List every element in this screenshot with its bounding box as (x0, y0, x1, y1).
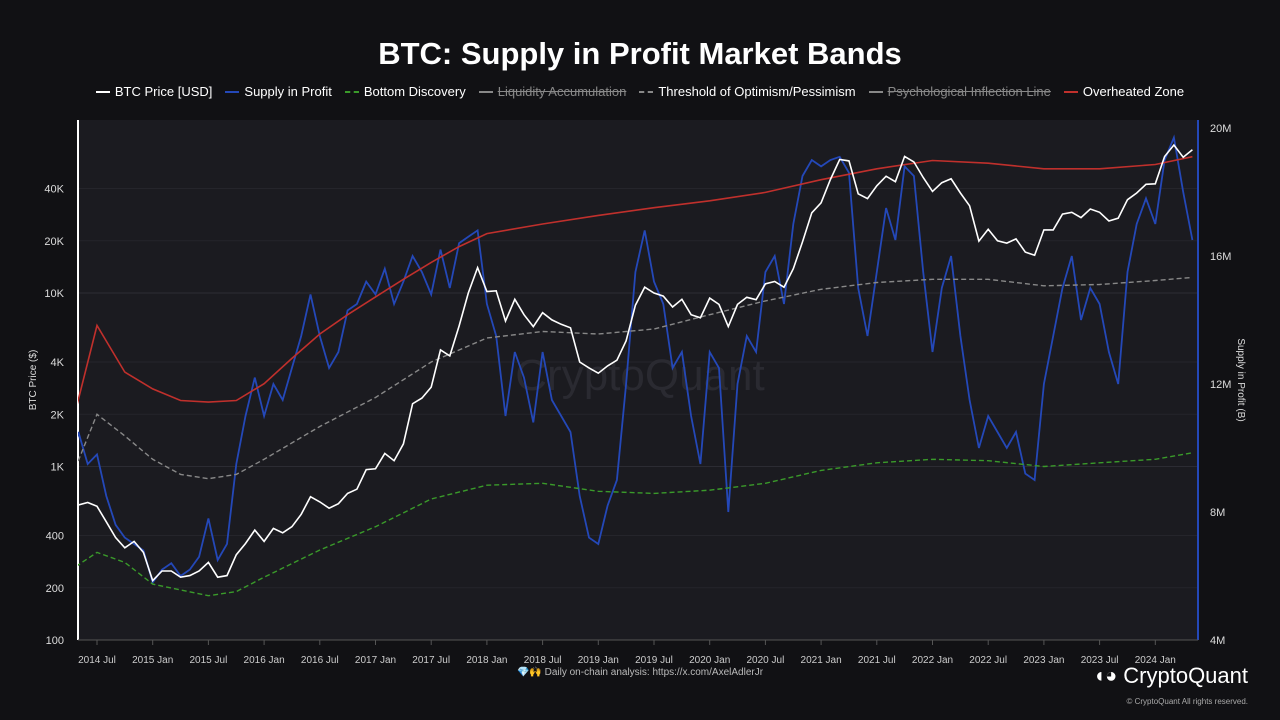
y-tick-label: 10K (44, 288, 64, 300)
legend-swatch (344, 91, 359, 93)
y-tick-label: 1K (51, 462, 65, 474)
legend-swatch (95, 91, 110, 93)
overheated-zone-line (78, 155, 1193, 405)
x-tick-label: 2016 Jul (301, 655, 339, 666)
y-tick-label: 40K (44, 184, 64, 196)
brand-logo: ◖◕ CryptoQuant (1093, 664, 1248, 688)
y2-axis-label: Supply in Profit (B) (1235, 338, 1246, 421)
legend-label: Supply in Profit (244, 84, 332, 99)
x-tick-label: 2017 Jul (412, 655, 450, 666)
legend-item[interactable]: BTC Price [USD] (95, 84, 213, 100)
brand-name: CryptoQuant (1123, 663, 1248, 688)
y-tick-label: 4K (51, 357, 65, 369)
y-tick-label: 400 (46, 531, 64, 543)
legend-label: Threshold of Optimism/Pessimism (658, 84, 856, 99)
legend-label: Liquidity Accumulation (497, 84, 627, 99)
legend-label: Overheated Zone (1082, 84, 1185, 99)
copyright: © CryptoQuant All rights reserved. (1126, 697, 1249, 706)
x-tick-label: 2024 Jan (1135, 655, 1176, 666)
cryptoquant-logo-icon: ◖◕ (1093, 665, 1118, 687)
x-tick-label: 2021 Jul (858, 655, 896, 666)
legend-label: BTC Price [USD] (114, 84, 213, 99)
x-tick-label: 2018 Jul (524, 655, 562, 666)
y-tick-label: 200 (46, 583, 64, 595)
x-tick-label: 2014 Jul (78, 655, 116, 666)
x-tick-label: 2022 Jan (912, 655, 953, 666)
x-tick-label: 2022 Jul (969, 655, 1007, 666)
y-tick-label: 2K (51, 409, 65, 421)
watermark: CryptoQuant (515, 351, 764, 400)
x-tick-label: 2019 Jul (635, 655, 673, 666)
legend-swatch (868, 91, 883, 93)
bottom-discovery-line (78, 452, 1193, 597)
y2-tick-label: 20M (1210, 123, 1231, 135)
legend-item[interactable]: Supply in Profit (225, 84, 332, 100)
series-group (78, 134, 1194, 597)
y-tick-label: 100 (46, 635, 64, 647)
legend-item[interactable]: Threshold of Optimism/Pessimism (639, 84, 856, 100)
btc-price-line (78, 143, 1193, 583)
chart-title: BTC: Supply in Profit Market Bands (378, 36, 902, 71)
x-tick-label: 2019 Jan (578, 655, 619, 666)
supply-in-profit-line (78, 134, 1194, 585)
legend-label: Psychological Inflection Line (887, 84, 1051, 99)
y2-tick-label: 16M (1210, 251, 1231, 263)
y-tick-label: 20K (44, 236, 64, 248)
legend-item[interactable]: Overheated Zone (1063, 84, 1185, 100)
x-tick-label: 2020 Jan (689, 655, 730, 666)
legend-swatch (478, 91, 493, 93)
legend-item[interactable]: Psychological Inflection Line (868, 84, 1051, 100)
x-tick-label: 2018 Jan (466, 655, 507, 666)
x-tick-label: 2020 Jul (746, 655, 784, 666)
x-tick-label: 2023 Jan (1023, 655, 1064, 666)
legend: BTC Price [USD] Supply in Profit Bottom Di… (0, 84, 1280, 100)
plot-area (78, 120, 1198, 640)
legend-item[interactable]: Liquidity Accumulation (478, 84, 627, 100)
y2-tick-label: 12M (1210, 379, 1231, 391)
x-tick-label: 2016 Jan (244, 655, 285, 666)
legend-swatch (1063, 91, 1078, 93)
legend-swatch (639, 91, 654, 93)
x-tick-label: 2015 Jul (189, 655, 227, 666)
legend-swatch (225, 91, 240, 93)
x-tick-label: 2017 Jan (355, 655, 396, 666)
x-tick-label: 2015 Jan (132, 655, 173, 666)
threshold-line (78, 276, 1193, 480)
legend-label: Bottom Discovery (363, 84, 466, 99)
y2-tick-label: 8M (1210, 507, 1225, 519)
y-axis-label: BTC Price ($) (28, 350, 39, 411)
x-tick-label: 2021 Jan (801, 655, 842, 666)
legend-item[interactable]: Bottom Discovery (344, 84, 466, 100)
y2-tick-label: 4M (1210, 635, 1225, 647)
x-tick-label: 2023 Jul (1081, 655, 1119, 666)
